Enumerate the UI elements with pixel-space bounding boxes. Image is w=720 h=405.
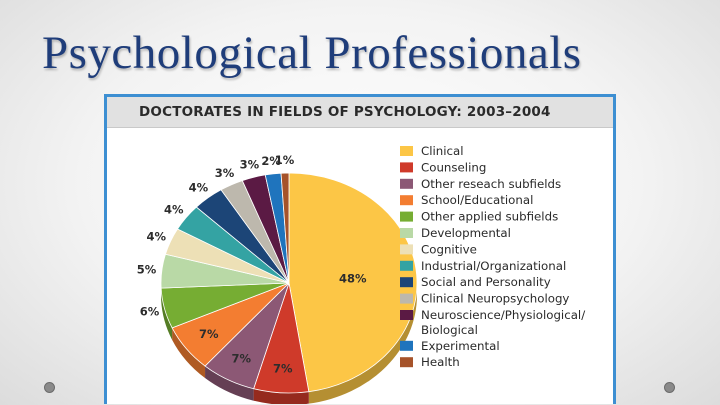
pie-data-label: 1% xyxy=(275,153,295,167)
pie-side-0 xyxy=(308,283,417,404)
pie-data-label: 6% xyxy=(140,305,160,319)
legend-label: Experimental xyxy=(421,339,500,353)
pie-side-walls xyxy=(161,283,417,404)
pie-data-label: 3% xyxy=(240,158,260,172)
legend-label: Counseling xyxy=(421,160,486,174)
legend-swatch xyxy=(400,211,413,222)
pie-slice-health xyxy=(280,172,290,284)
legend-swatch xyxy=(400,277,413,288)
legend-label: Biological xyxy=(421,323,478,337)
legend-swatch xyxy=(400,310,413,320)
pie-slices xyxy=(160,172,418,394)
legend-swatch xyxy=(400,195,413,206)
pie-side-3 xyxy=(172,327,206,379)
legend-label: Social and Personality xyxy=(421,275,551,289)
legend-item: Counseling xyxy=(400,160,486,174)
pie-slice-clinical xyxy=(288,172,418,393)
pie-data-label: 7% xyxy=(273,362,293,376)
legend-item: Social and Personality xyxy=(400,275,551,289)
legend-item: Other reseach subfields xyxy=(400,177,561,191)
pie-data-label: 4% xyxy=(147,229,167,243)
legend-item: Developmental xyxy=(400,226,511,240)
pie-side-2 xyxy=(205,366,254,401)
legend-label: Developmental xyxy=(421,226,511,240)
legend-swatch xyxy=(400,260,413,271)
pie-data-label: 2% xyxy=(261,154,281,168)
pie-side-1 xyxy=(253,388,309,404)
legend-item: Health xyxy=(400,355,460,369)
legend-item: Neuroscience/Physiological/ Biological xyxy=(400,308,585,337)
pie-data-label: 5% xyxy=(137,263,157,277)
legend-label: Other reseach subfields xyxy=(421,177,561,191)
legend-label: Other applied subfields xyxy=(421,210,558,224)
legend-swatch xyxy=(400,146,413,156)
legend-item: Industrial/Organizational xyxy=(400,259,566,273)
pie-side-4 xyxy=(161,288,173,340)
pie-data-label: 48% xyxy=(339,272,367,286)
legend-item: Clinical Neuropsychology xyxy=(400,292,569,306)
chart-legend: Clinical Counseling Other reseach subfield… xyxy=(400,144,585,369)
legend-label: Health xyxy=(421,355,460,369)
slide-title: Psychological Professionals xyxy=(42,27,582,79)
legend-label: School/Educational xyxy=(421,193,533,207)
legend-swatch xyxy=(400,357,413,368)
legend-item: Clinical xyxy=(400,144,464,158)
pie-data-label: 4% xyxy=(189,181,209,195)
legend-swatch xyxy=(400,178,413,189)
chart-title: DOCTORATES IN FIELDS OF PSYCHOLOGY: 2003… xyxy=(139,104,551,120)
legend-label: Neuroscience/Physiological/ xyxy=(421,308,585,322)
slide-nav-dot-left xyxy=(44,382,55,393)
pie-chart: 48%7%7%7%6%5%4%4%4%3%3% 2%1%ClinicalCouns… xyxy=(137,144,585,404)
slide-nav-dot-right xyxy=(664,382,675,393)
pie-data-label: 3% xyxy=(215,166,235,180)
legend-label: Cognitive xyxy=(421,242,477,256)
chart-figure: DOCTORATES IN FIELDS OF PSYCHOLOGY: 2003… xyxy=(104,94,616,404)
legend-swatch xyxy=(400,162,413,173)
pie-data-label: 7% xyxy=(199,327,219,341)
legend-label: Clinical xyxy=(421,144,464,158)
pie-data-label: 4% xyxy=(164,203,184,217)
legend-swatch xyxy=(400,293,413,304)
legend-label: Clinical Neuropsychology xyxy=(421,292,569,306)
legend-item: Experimental xyxy=(400,339,500,353)
legend-label: Industrial/Organizational xyxy=(421,259,566,273)
legend-swatch xyxy=(400,244,413,255)
legend-item: Other applied subfields xyxy=(400,210,558,224)
chart-header: DOCTORATES IN FIELDS OF PSYCHOLOGY: 2003… xyxy=(107,97,613,128)
legend-swatch xyxy=(400,228,413,238)
pie-data-label: 7% xyxy=(232,351,252,365)
pie-data-labels: 48%7%7%7%6%5%4%4%4%3%3% 2%1% xyxy=(137,153,367,376)
legend-item: Cognitive xyxy=(400,242,477,256)
legend-item: School/Educational xyxy=(400,193,533,207)
legend-swatch xyxy=(400,340,413,351)
